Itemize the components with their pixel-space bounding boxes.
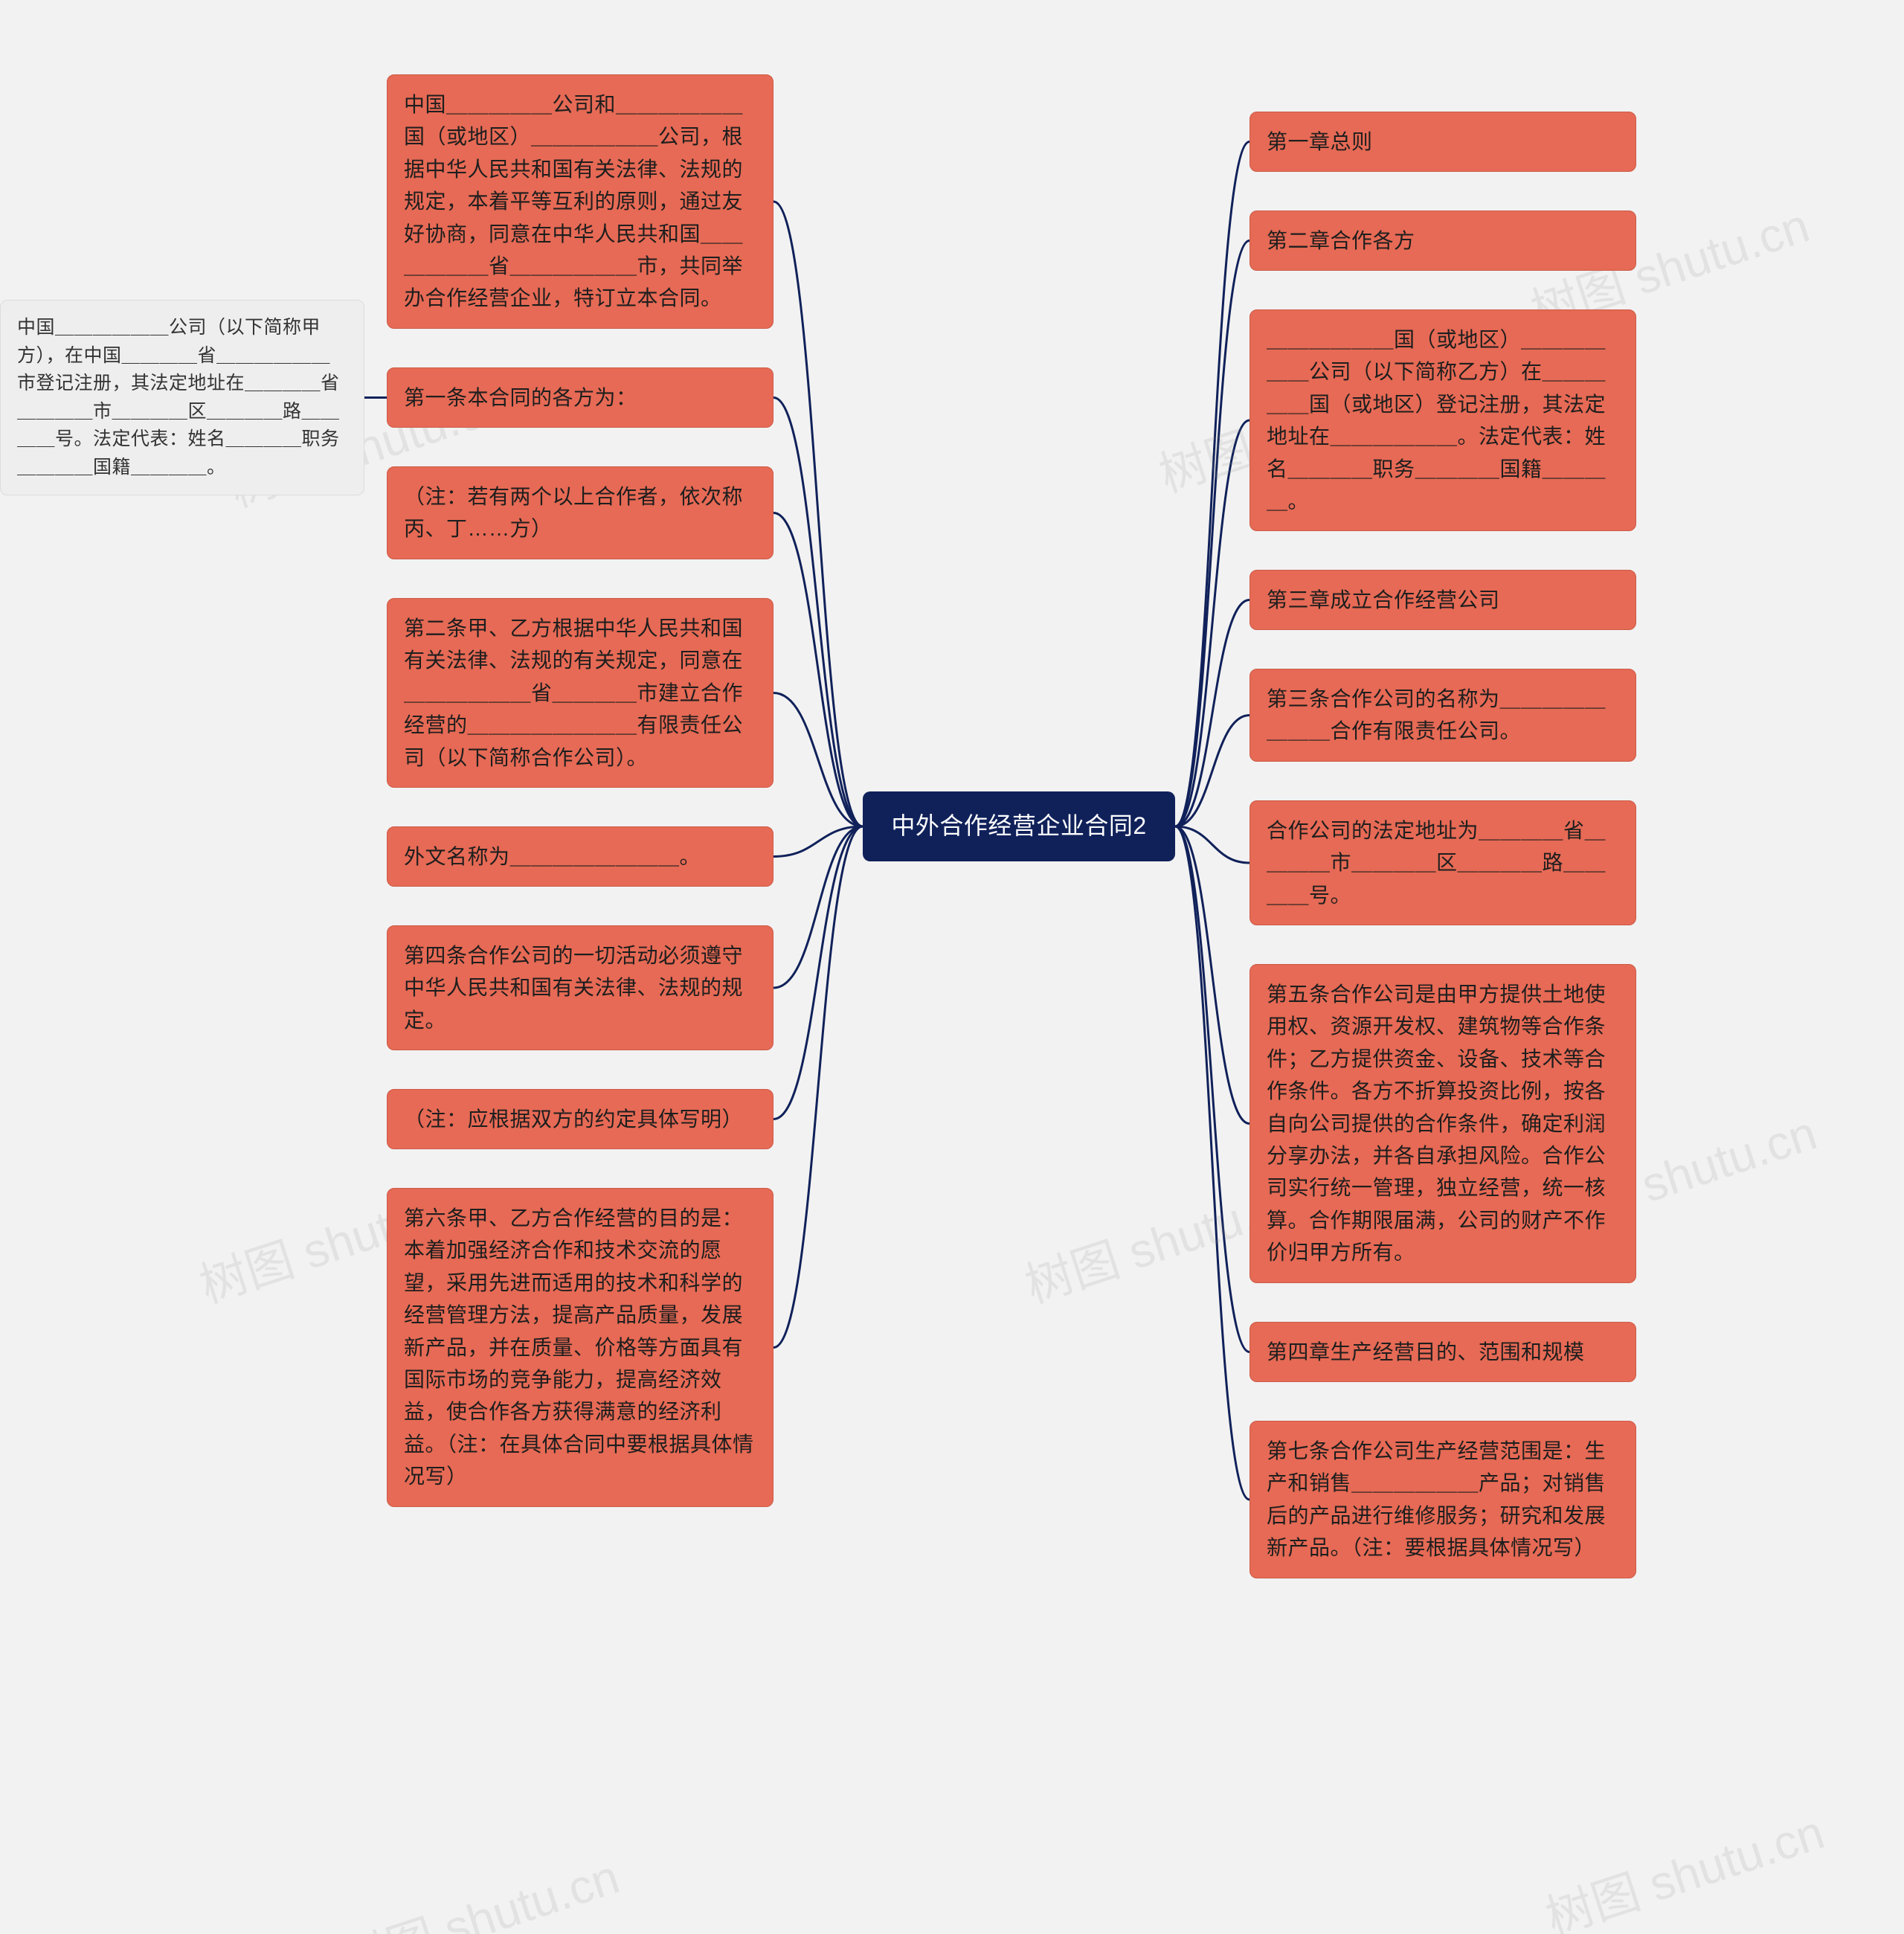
right-node-7[interactable]: 第四章生产经营目的、范围和规模 — [1250, 1322, 1636, 1382]
mindmap-canvas: 树图 shutu.cn树图 shutu.cn树图 shutu.cn树图 shut… — [0, 0, 1904, 1934]
watermark: 树图 shutu.cn — [1536, 1794, 1831, 1934]
right-node-0[interactable]: 第一章总则 — [1250, 112, 1636, 172]
left-node-1-child[interactable]: 中国＿＿＿＿＿＿公司（以下简称甲方），在中国＿＿＿＿省＿＿＿＿＿＿市登记注册，其… — [0, 300, 364, 495]
left-node-6[interactable]: （注：应根据双方的约定具体写明） — [387, 1089, 774, 1149]
left-node-5[interactable]: 第四条合作公司的一切活动必须遵守中华人民共和国有关法律、法规的规定。 — [387, 925, 774, 1050]
right-node-4[interactable]: 第三条合作公司的名称为＿＿＿＿＿＿＿＿合作有限责任公司。 — [1250, 669, 1636, 762]
left-node-7[interactable]: 第六条甲、乙方合作经营的目的是：本着加强经济合作和技术交流的愿望，采用先进而适用… — [387, 1188, 774, 1507]
right-node-8[interactable]: 第七条合作公司生产经营范围是：生产和销售＿＿＿＿＿＿产品；对销售后的产品进行维修… — [1250, 1421, 1636, 1578]
left-node-1[interactable]: 第一条本合同的各方为： — [387, 367, 774, 428]
left-node-3[interactable]: 第二条甲、乙方根据中华人民共和国有关法律、法规的有关规定，同意在＿＿＿＿＿＿省＿… — [387, 598, 774, 788]
left-node-2[interactable]: （注：若有两个以上合作者，依次称丙、丁……方） — [387, 466, 774, 559]
right-node-5[interactable]: 合作公司的法定地址为＿＿＿＿省＿＿＿＿市＿＿＿＿区＿＿＿＿路＿＿＿＿号。 — [1250, 800, 1636, 925]
right-node-3[interactable]: 第三章成立合作经营公司 — [1250, 570, 1636, 630]
left-node-0[interactable]: 中国＿＿＿＿＿公司和＿＿＿＿＿＿国（或地区）＿＿＿＿＿＿公司，根据中华人民共和国… — [387, 74, 774, 329]
right-node-6[interactable]: 第五条合作公司是由甲方提供土地使用权、资源开发权、建筑物等合作条件；乙方提供资金… — [1250, 964, 1636, 1283]
center-node[interactable]: 中外合作经营企业合同2 — [863, 791, 1175, 861]
watermark: 树图 shutu.cn — [331, 1839, 626, 1934]
right-node-1[interactable]: 第二章合作各方 — [1250, 211, 1636, 271]
right-node-2[interactable]: ＿＿＿＿＿＿国（或地区）＿＿＿＿＿＿公司（以下简称乙方）在＿＿＿＿＿国（或地区）… — [1250, 309, 1636, 531]
left-node-4[interactable]: 外文名称为＿＿＿＿＿＿＿＿。 — [387, 826, 774, 887]
